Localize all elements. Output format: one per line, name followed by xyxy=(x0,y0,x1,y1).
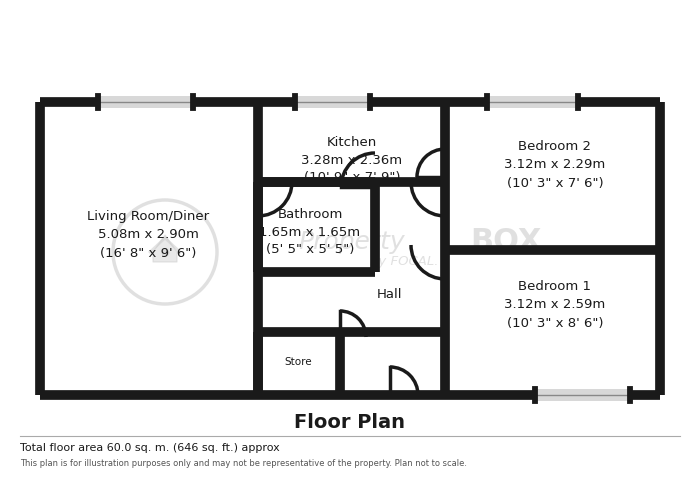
Bar xyxy=(535,389,630,401)
Text: Living Room/Diner
5.08m x 2.90m
(16' 8" x 9' 6"): Living Room/Diner 5.08m x 2.90m (16' 8" … xyxy=(87,211,209,260)
Polygon shape xyxy=(258,102,445,182)
Text: BOX: BOX xyxy=(470,227,541,256)
Text: Bedroom 2
3.12m x 2.29m
(10' 3" x 7' 6"): Bedroom 2 3.12m x 2.29m (10' 3" x 7' 6") xyxy=(505,141,606,190)
Polygon shape xyxy=(258,182,445,332)
Polygon shape xyxy=(40,102,258,395)
Polygon shape xyxy=(258,332,340,395)
Text: by FOCAL.: by FOCAL. xyxy=(370,255,438,269)
Text: Property: Property xyxy=(298,230,405,254)
Bar xyxy=(98,96,193,108)
Bar xyxy=(295,96,370,108)
Text: Store: Store xyxy=(284,357,312,367)
Text: Bedroom 1
3.12m x 2.59m
(10' 3" x 8' 6"): Bedroom 1 3.12m x 2.59m (10' 3" x 8' 6") xyxy=(505,280,606,329)
Text: Total floor area 60.0 sq. m. (646 sq. ft.) approx: Total floor area 60.0 sq. m. (646 sq. ft… xyxy=(20,443,280,453)
Text: Kitchen
3.28m x 2.36m
(10' 9" x 7' 9"): Kitchen 3.28m x 2.36m (10' 9" x 7' 9") xyxy=(302,136,402,185)
Polygon shape xyxy=(445,102,660,250)
Text: Bathroom
1.65m x 1.65m
(5' 5" x 5' 5"): Bathroom 1.65m x 1.65m (5' 5" x 5' 5") xyxy=(260,207,360,256)
Polygon shape xyxy=(445,250,660,395)
Text: This plan is for illustration purposes only and may not be representative of the: This plan is for illustration purposes o… xyxy=(20,460,467,468)
Polygon shape xyxy=(153,235,177,262)
Bar xyxy=(487,96,578,108)
Polygon shape xyxy=(258,182,375,272)
Text: Hall: Hall xyxy=(377,289,402,301)
Text: Floor Plan: Floor Plan xyxy=(295,413,405,432)
